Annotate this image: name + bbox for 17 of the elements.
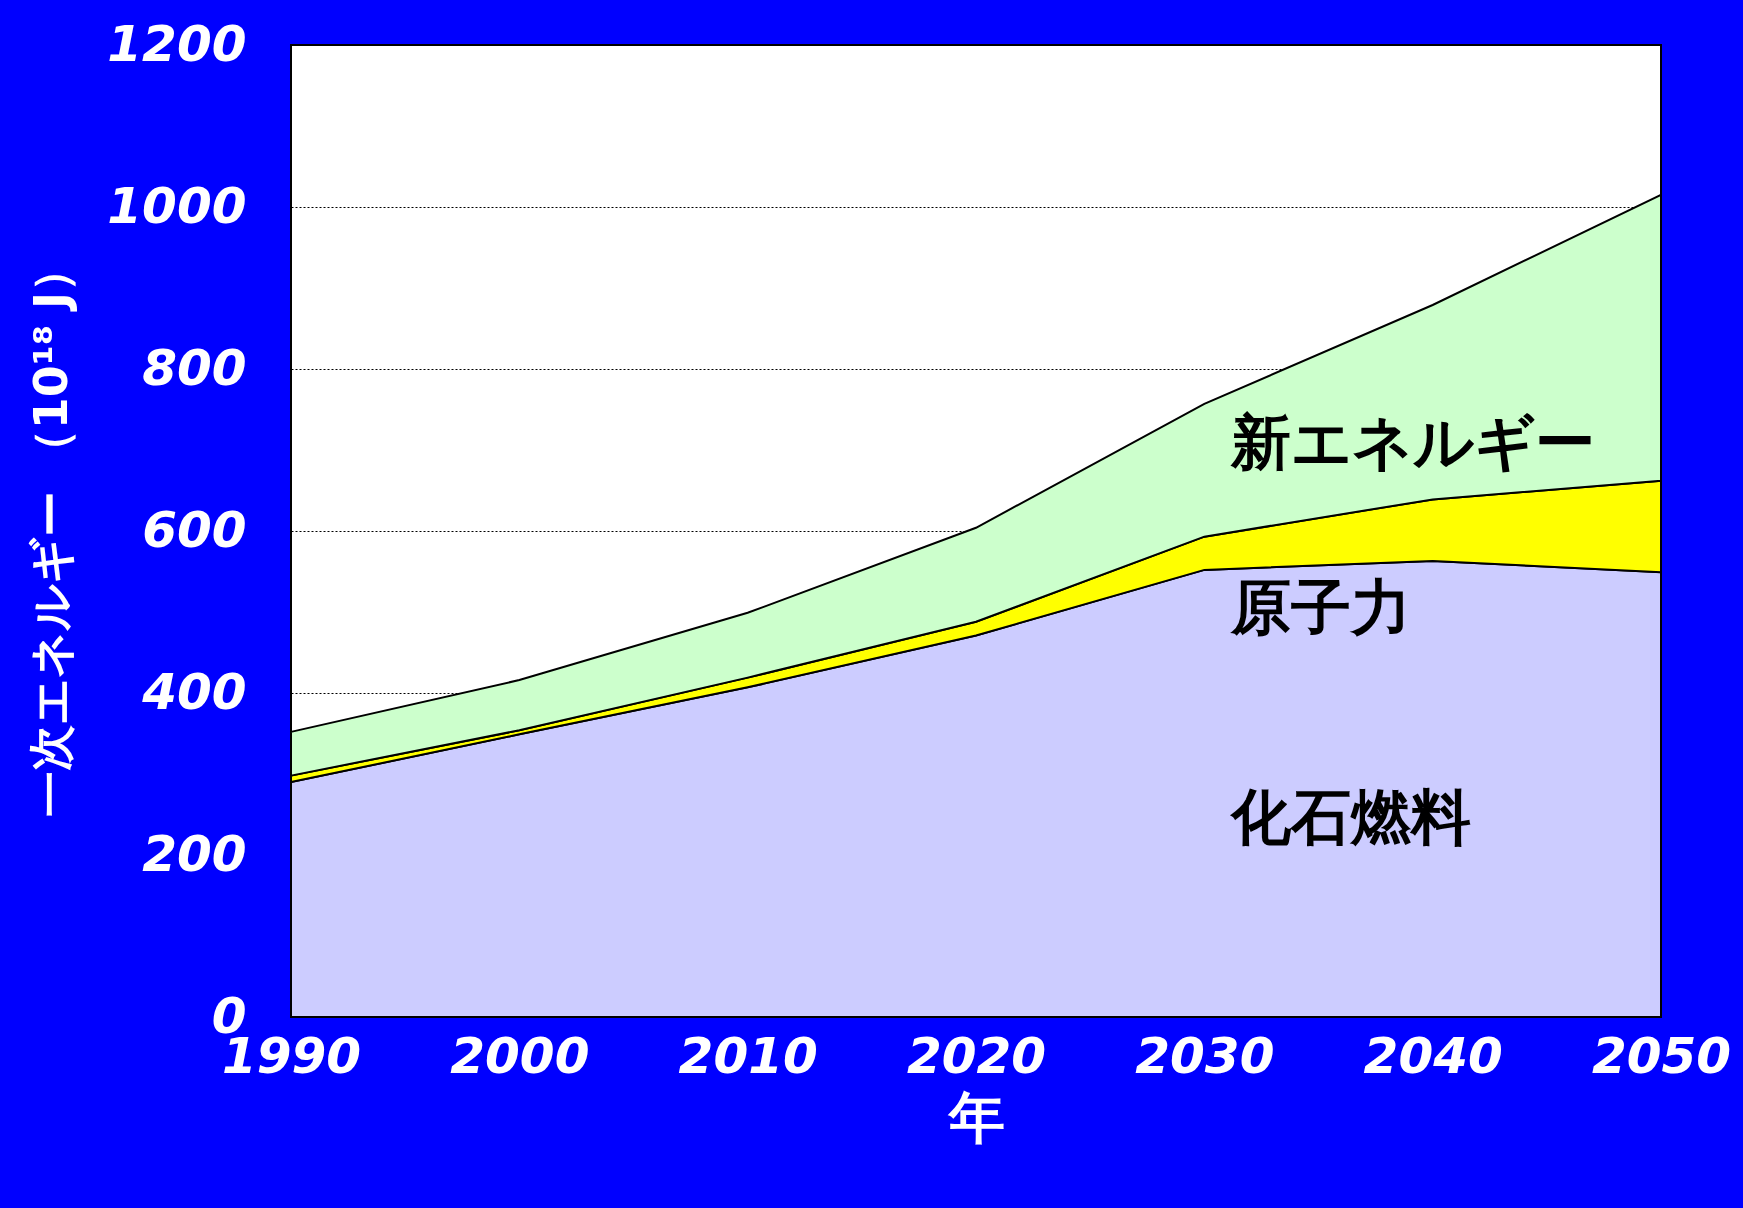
- x-axis-title: 年: [946, 1084, 1005, 1150]
- y-tick-label: 600: [142, 500, 247, 559]
- x-tick-label: 2000: [450, 1026, 590, 1085]
- x-tick-label: 2010: [678, 1026, 818, 1085]
- series-label: 新エネルギー: [1230, 407, 1595, 477]
- x-tick-label: 2020: [906, 1026, 1047, 1085]
- y-tick-label: 1200: [107, 14, 247, 73]
- series-label: 原子力: [1230, 572, 1411, 642]
- x-tick-label: 2030: [1135, 1026, 1275, 1085]
- y-tick-label: 1000: [107, 176, 247, 235]
- y-axis-title: 一次エネルギー （10¹⁸ J）: [24, 245, 79, 818]
- x-tick-label: 2050: [1591, 1026, 1732, 1085]
- x-tick-label: 2040: [1363, 1026, 1503, 1085]
- y-tick-label: 800: [142, 338, 247, 397]
- y-tick-label: 400: [141, 662, 247, 721]
- series-label: 化石燃料: [1229, 782, 1471, 852]
- y-tick-label: 200: [142, 824, 247, 883]
